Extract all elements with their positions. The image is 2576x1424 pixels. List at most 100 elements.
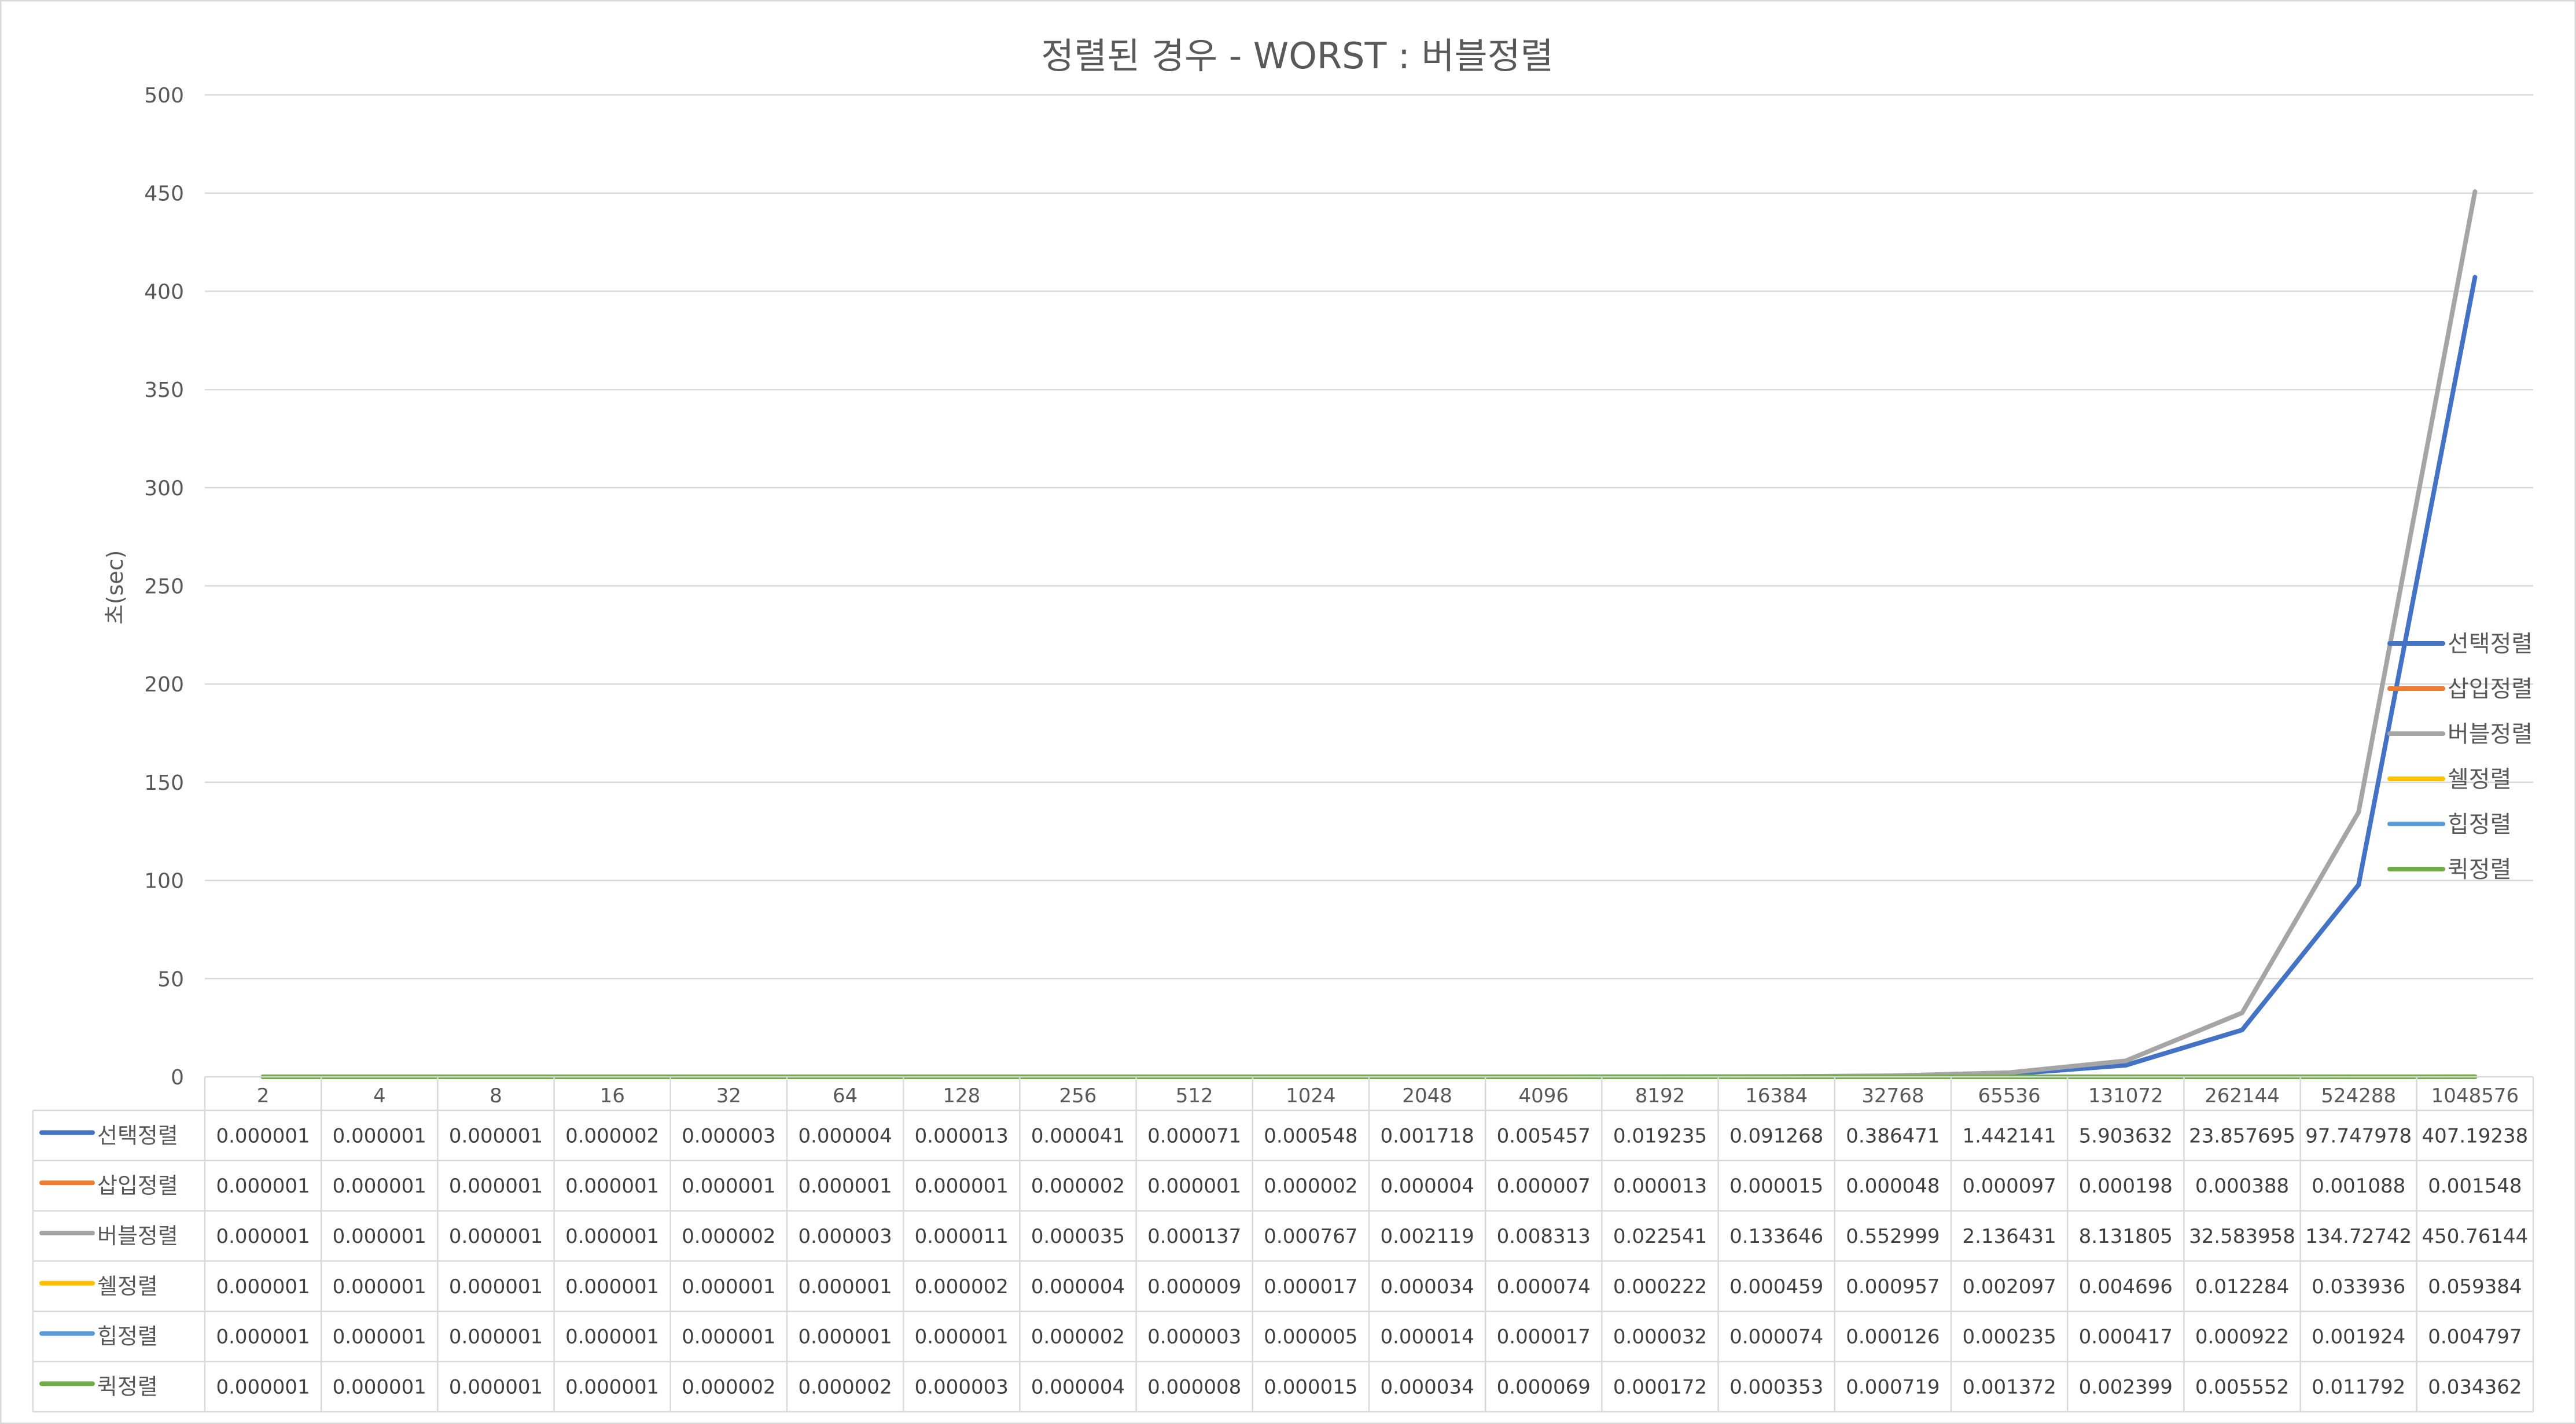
table-cell: 0.034362 (2428, 1375, 2522, 1399)
table-cell: 0.091268 (1729, 1124, 1823, 1147)
table-cell: 0.002399 (2079, 1375, 2173, 1399)
table-cell: 0.000001 (449, 1175, 543, 1198)
x-tick-label: 8192 (1635, 1084, 1686, 1107)
table-cell: 0.000001 (798, 1326, 892, 1349)
x-tick-label: 131072 (2088, 1084, 2163, 1107)
table-cell: 0.005552 (2195, 1375, 2289, 1399)
table-cell: 0.000013 (915, 1124, 1009, 1147)
table-cell: 0.000001 (565, 1225, 659, 1248)
table-cell: 0.000002 (915, 1275, 1009, 1298)
table-cell: 0.000459 (1729, 1275, 1823, 1298)
x-tick-label: 524288 (2321, 1084, 2396, 1107)
table-cell: 134.72742 (2305, 1225, 2412, 1248)
table-cell: 0.000001 (915, 1175, 1009, 1198)
y-tick-label: 150 (144, 771, 184, 795)
table-cell: 0.133646 (1729, 1225, 1823, 1248)
table-cell: 0.000015 (1729, 1175, 1823, 1198)
table-cell: 0.000001 (449, 1326, 543, 1349)
table-cell: 0.000001 (682, 1175, 775, 1198)
table-cell: 0.000198 (2079, 1175, 2173, 1198)
table-cell: 0.033936 (2312, 1275, 2405, 1298)
table-cell: 0.001372 (1962, 1375, 2056, 1399)
y-axis-ticks: 0 50 100 150 200 250 300 350 400 450 500 (144, 84, 184, 1090)
table-cell: 0.000005 (1264, 1326, 1357, 1349)
table-cell: 0.000222 (1613, 1275, 1707, 1298)
table-cell: 0.000035 (1031, 1225, 1125, 1248)
table-cell: 0.000001 (798, 1275, 892, 1298)
x-tick-label: 65536 (1978, 1084, 2041, 1107)
table-cell: 0.004696 (2079, 1275, 2173, 1298)
table-cell: 0.000001 (565, 1375, 659, 1399)
table-cell: 0.004797 (2428, 1326, 2522, 1349)
table-cell: 0.000137 (1147, 1225, 1241, 1248)
table-cell: 0.000007 (1497, 1175, 1591, 1198)
x-tick-label: 512 (1176, 1084, 1213, 1107)
table-cell: 0.000353 (1729, 1375, 1823, 1399)
legend-entry: 힙정렬 (2448, 811, 2511, 838)
table-cell: 0.000034 (1380, 1275, 1474, 1298)
table-cell: 0.000041 (1031, 1124, 1125, 1147)
table-cell: 0.000126 (1846, 1326, 1940, 1349)
table-cell: 0.000017 (1264, 1275, 1357, 1298)
y-tick-label: 100 (144, 870, 184, 893)
table-cell: 0.000002 (1031, 1175, 1125, 1198)
y-tick-label: 200 (144, 673, 184, 697)
table-cell: 0.008313 (1497, 1225, 1591, 1248)
table-series-name: 버블정렬 (97, 1223, 178, 1249)
table-cell: 0.000003 (1147, 1326, 1241, 1349)
x-tick-label: 4096 (1519, 1084, 1569, 1107)
table-cell: 2.136431 (1962, 1225, 2056, 1248)
y-tick-label: 400 (144, 280, 184, 304)
table-cell: 0.000417 (2079, 1326, 2173, 1349)
table-cell: 0.000097 (1962, 1175, 2056, 1198)
x-tick-label: 128 (943, 1084, 980, 1107)
table-cell: 0.000001 (565, 1326, 659, 1349)
table-cell: 0.000001 (216, 1375, 310, 1399)
table-cell: 0.000001 (565, 1175, 659, 1198)
table-cell: 0.000004 (798, 1124, 892, 1147)
table-cell: 0.005457 (1497, 1124, 1591, 1147)
x-tick-label: 32768 (1861, 1084, 1924, 1107)
table-cell: 0.000767 (1264, 1225, 1357, 1248)
table-cell: 0.552999 (1846, 1225, 1940, 1248)
table-series-name: 힙정렬 (97, 1324, 158, 1349)
table-cell: 0.000002 (565, 1124, 659, 1147)
table-cell: 0.000001 (333, 1225, 426, 1248)
table-cell: 0.000001 (449, 1375, 543, 1399)
table-cell: 1.442141 (1962, 1124, 2056, 1147)
legend-entry: 삽입정렬 (2448, 676, 2533, 702)
y-tick-label: 350 (144, 378, 184, 402)
table-cell: 23.857695 (2189, 1124, 2295, 1147)
table-cell: 0.000003 (682, 1124, 775, 1147)
table-cell: 0.000074 (1497, 1275, 1591, 1298)
x-tick-label: 64 (833, 1084, 858, 1107)
y-tick-label: 50 (157, 967, 184, 991)
table-cell: 0.000002 (798, 1375, 892, 1399)
x-tick-label: 2048 (1402, 1084, 1452, 1107)
y-tick-label: 500 (144, 84, 184, 108)
table-cell: 0.000071 (1147, 1124, 1241, 1147)
table-cell: 0.000015 (1264, 1375, 1357, 1399)
table-cell: 0.000004 (1031, 1275, 1125, 1298)
legend-entry: 선택정렬 (2448, 631, 2533, 657)
table-cell: 0.000719 (1846, 1375, 1940, 1399)
table-cell: 0.386471 (1846, 1124, 1940, 1147)
table-cell: 0.000001 (333, 1175, 426, 1198)
table-cell: 0.002119 (1380, 1225, 1474, 1248)
y-tick-label: 250 (144, 575, 184, 599)
x-tick-label: 16384 (1745, 1084, 1808, 1107)
table-cell: 0.000001 (682, 1275, 775, 1298)
table-cell: 0.001924 (2312, 1326, 2405, 1349)
x-tick-label: 1048576 (2431, 1084, 2519, 1107)
table-cell: 0.000004 (1380, 1175, 1474, 1198)
x-tick-label: 8 (490, 1084, 502, 1107)
table-series-name: 삽입정렬 (97, 1173, 178, 1198)
table-series-name: 쉘정렬 (97, 1274, 158, 1299)
x-tick-label: 16 (600, 1084, 625, 1107)
table-cell: 0.019235 (1613, 1124, 1707, 1147)
x-tick-label: 262144 (2205, 1084, 2280, 1107)
y-tick-label: 450 (144, 182, 184, 206)
